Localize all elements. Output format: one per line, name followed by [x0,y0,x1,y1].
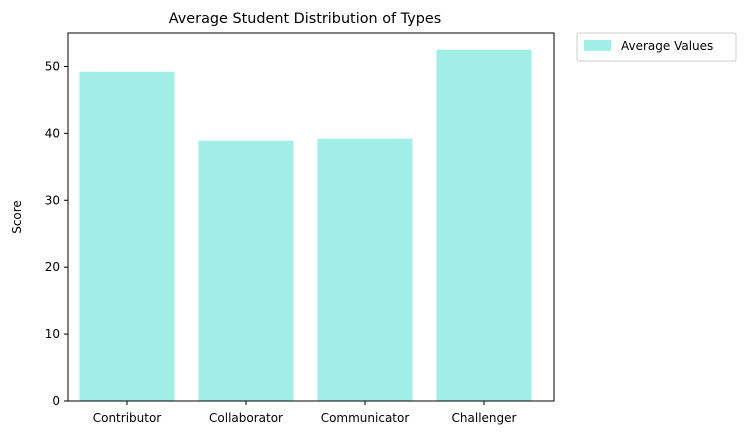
x-tick-label: Collaborator [209,411,283,425]
y-axis-ticks: 0 10 20 30 40 50 [45,59,68,408]
legend-swatch [584,40,611,51]
y-tick-label: 10 [45,327,60,341]
bars-group [79,49,532,402]
plot-frame [67,32,555,402]
bar-contributor [79,71,175,401]
y-tick-label: 0 [52,394,60,408]
x-tick-label: Communicator [321,411,410,425]
y-tick-label: 40 [45,126,60,140]
x-tick-label: Challenger [452,411,517,425]
x-tick-label: Contributor [93,411,162,425]
x-axis-ticks: Contributor Collaborator Communicator Chall… [93,401,517,425]
legend-label: Average Values [621,39,713,53]
y-tick-label: 20 [45,260,60,274]
chart-title: Average Student Distribution of Types [169,11,441,27]
bar-collaborator [198,140,294,401]
y-tick-label: 50 [45,59,60,73]
y-axis-label: Score [10,200,24,234]
legend-box [576,32,737,62]
bar-challenger [436,49,532,402]
legend: Average Values [576,32,737,62]
bar-communicator [317,138,413,401]
y-tick-label: 30 [45,193,60,207]
